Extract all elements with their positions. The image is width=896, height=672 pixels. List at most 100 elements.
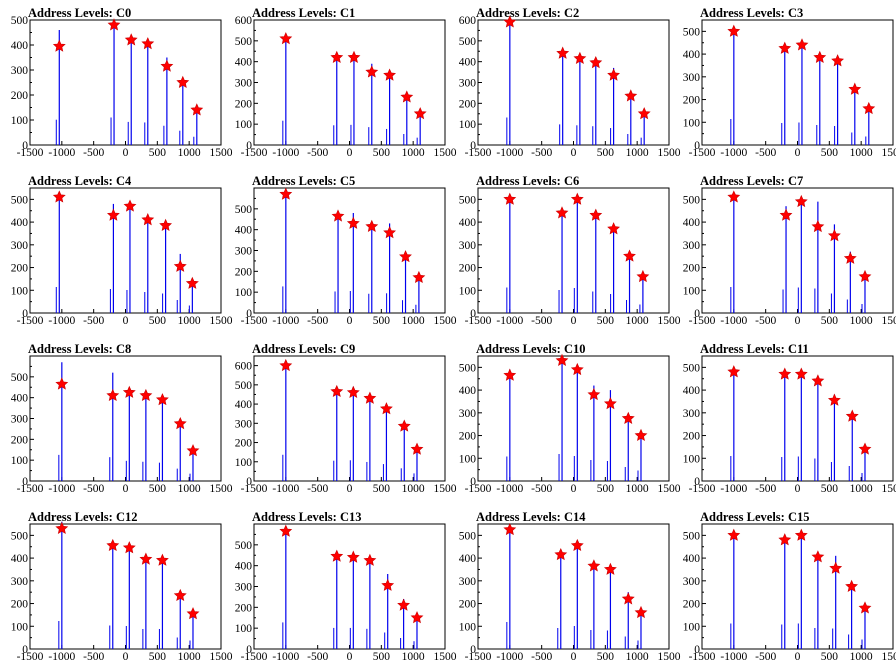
y-tick-label: 200 <box>235 602 253 614</box>
y-tick-label: 500 <box>683 194 701 206</box>
y-tick-label: 100 <box>459 621 477 633</box>
x-tick-label: 1000 <box>402 483 425 495</box>
chart-title: Address Levels: C9 <box>252 342 355 356</box>
peak-marker-star <box>331 209 345 222</box>
x-tick-label: 500 <box>821 483 839 495</box>
x-tick-label: -1000 <box>272 483 299 495</box>
x-tick-label: 1000 <box>850 651 873 663</box>
y-tick-label: 300 <box>683 72 701 84</box>
y-tick-label: 300 <box>235 418 253 430</box>
peak-marker-star <box>397 419 411 432</box>
peak-marker-star <box>400 90 414 103</box>
x-tick-label: 1500 <box>434 315 457 327</box>
x-tick-label: 0 <box>571 315 577 327</box>
y-tick-label: 400 <box>683 385 701 397</box>
x-tick-label: -1500 <box>17 483 44 495</box>
y-tick-label: 0 <box>246 476 252 488</box>
x-tick-label: 1500 <box>434 147 457 159</box>
peak-marker-star <box>279 524 293 537</box>
x-tick-label: -1000 <box>48 483 75 495</box>
chart-panel-3: Address Levels: C30100200300400500-1500-… <box>683 6 896 159</box>
x-tick-label: 0 <box>795 315 801 327</box>
x-tick-label: 500 <box>373 651 391 663</box>
peak-marker-star <box>570 538 584 552</box>
y-tick-label: 0 <box>22 644 28 656</box>
peak-marker-star <box>159 218 172 232</box>
y-tick-label: 600 <box>235 361 253 373</box>
x-tick-label: 0 <box>795 483 801 495</box>
y-tick-label: 300 <box>235 246 253 258</box>
peak-marker-star <box>779 208 793 221</box>
peak-marker-star <box>811 374 825 387</box>
peak-marker-star <box>330 384 344 397</box>
chart-panel-12: Address Levels: C12 0 100 200 300 400 500 -1500… <box>11 510 233 663</box>
y-tick-label: 200 <box>235 266 253 278</box>
x-tick-label: -1500 <box>17 315 44 327</box>
x-tick-label: -500 <box>83 315 104 327</box>
y-tick-label: 200 <box>11 263 29 275</box>
peak-marker-star <box>727 365 741 378</box>
peak-marker-star <box>52 39 66 52</box>
x-tick-label: -1000 <box>272 651 299 663</box>
chart-panel-7: Address Levels: C70100200300400500-1500-… <box>683 174 896 327</box>
y-tick-label: 300 <box>683 408 701 420</box>
x-tick-label: 0 <box>795 147 801 159</box>
x-tick-label: 0 <box>347 147 353 159</box>
peak-marker-star <box>106 208 120 221</box>
peak-marker-star <box>503 368 517 381</box>
chart-title: Address Levels: C14 <box>476 510 586 524</box>
peak-marker-star <box>637 107 651 120</box>
x-tick-label: 1500 <box>658 483 681 495</box>
x-tick-label: -1000 <box>720 651 747 663</box>
x-tick-label: -1000 <box>496 147 523 159</box>
x-tick-label: -1500 <box>465 147 492 159</box>
x-tick-label: 0 <box>571 483 577 495</box>
x-tick-label: 1500 <box>882 147 896 159</box>
x-tick-label: -1000 <box>496 315 523 327</box>
peak-marker-star <box>811 219 825 233</box>
y-tick-label: 0 <box>22 140 28 152</box>
peak-marker-star <box>603 562 617 575</box>
x-tick-label: 1000 <box>626 483 649 495</box>
x-tick-label: 1500 <box>882 651 896 663</box>
x-tick-label: -1000 <box>48 315 75 327</box>
y-tick-label: 0 <box>470 140 476 152</box>
peak-marker-star <box>155 393 169 406</box>
peak-marker-star <box>383 68 396 81</box>
x-tick-label: -1500 <box>17 651 44 663</box>
x-tick-label: 500 <box>597 147 615 159</box>
chart-panel-15: Address Levels: C15 0 100 200 300 400 500 -1500… <box>683 510 896 663</box>
x-tick-label: 1000 <box>626 651 649 663</box>
y-tick-label: 400 <box>235 57 253 69</box>
x-tick-label: -500 <box>83 483 104 495</box>
x-tick-label: -1000 <box>496 651 523 663</box>
y-tick-label: 500 <box>235 540 253 552</box>
peak-marker-star <box>160 59 174 72</box>
x-tick-label: 0 <box>123 651 129 663</box>
x-tick-label: 1000 <box>626 315 649 327</box>
peak-marker-star <box>503 15 517 28</box>
peak-marker-star <box>155 553 169 566</box>
y-tick-label: 100 <box>235 287 253 299</box>
x-tick-label: 0 <box>571 651 577 663</box>
x-tick-label: -500 <box>531 147 552 159</box>
y-tick-label: 400 <box>459 57 477 69</box>
peak-marker-star <box>173 259 187 272</box>
peak-marker-star <box>410 442 424 455</box>
peak-marker-star <box>186 607 200 620</box>
x-tick-label: 0 <box>123 147 129 159</box>
x-tick-label: 1500 <box>210 147 233 159</box>
x-tick-label: -1500 <box>241 315 268 327</box>
y-tick-label: 300 <box>235 582 253 594</box>
peak-marker-star <box>503 192 517 205</box>
peak-marker-star <box>570 362 584 376</box>
peak-marker-star <box>607 222 620 235</box>
y-tick-label: 500 <box>459 194 477 206</box>
y-tick-label: 400 <box>11 217 29 229</box>
x-tick-label: 1000 <box>402 147 425 159</box>
peak-marker-star <box>52 190 66 203</box>
y-tick-label: 100 <box>683 285 701 297</box>
y-tick-label: 100 <box>683 453 701 465</box>
peak-marker-star <box>555 353 569 367</box>
y-tick-label: 500 <box>11 530 29 542</box>
